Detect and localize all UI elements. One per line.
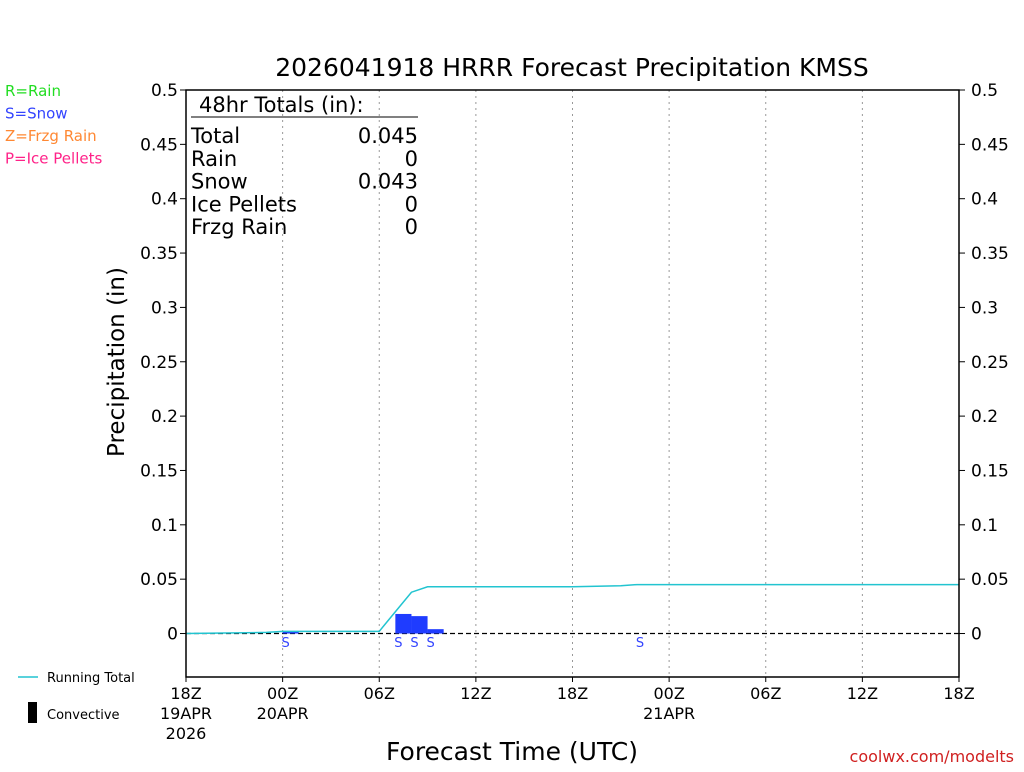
- y-tick-label-left: 0.35: [140, 244, 178, 264]
- y-axis-label: Precipitation (in): [104, 267, 130, 457]
- series-legend: Running Total Convective: [18, 671, 135, 723]
- y-tick-label-right: 0.45: [971, 135, 1009, 155]
- x-axis-label: Forecast Time (UTC): [386, 737, 638, 766]
- running-total-legend-label: Running Total: [47, 671, 135, 686]
- y-tick-label-left: 0.1: [151, 516, 178, 536]
- precip-bar: [395, 613, 412, 634]
- x-tick-date: 19APR: [160, 704, 212, 723]
- snow-marker: S: [426, 636, 434, 651]
- snow-marker: S: [636, 636, 644, 651]
- y-tick-label-left: 0.45: [140, 135, 178, 155]
- convective-legend-label: Convective: [47, 708, 120, 723]
- totals-row-value: 0.043: [358, 170, 418, 194]
- type-legend-item: Z=Frzg Rain: [5, 127, 97, 145]
- y-tick-label-left: 0.15: [140, 461, 178, 481]
- totals-row-label: Total: [190, 124, 240, 148]
- totals-row-label: Frzg Rain: [191, 215, 287, 239]
- y-tick-label-right: 0.35: [971, 244, 1009, 264]
- totals-row-value: 0: [405, 215, 418, 239]
- precip-bar: [427, 629, 444, 634]
- x-tick-label: 12Z: [460, 684, 491, 703]
- type-legend-item: P=Ice Pellets: [5, 150, 102, 168]
- y-tick-label-left: 0.5: [151, 81, 178, 101]
- y-tick-label-left: 0: [167, 625, 178, 645]
- x-tick-label: 00Z: [653, 684, 684, 703]
- y-tick-label-right: 0: [971, 625, 982, 645]
- type-legend-item: S=Snow: [5, 105, 68, 123]
- type-legend-item: R=Rain: [5, 82, 61, 100]
- x-tick-label: 06Z: [364, 684, 395, 703]
- x-tick-date: 20APR: [257, 704, 309, 723]
- totals-row-value: 0.045: [358, 124, 418, 148]
- y-tick-label-right: 0.15: [971, 461, 1009, 481]
- x-tick-label: 12Z: [847, 684, 878, 703]
- y-tick-label-right: 0.5: [971, 81, 998, 101]
- snow-marker: S: [410, 636, 418, 651]
- x-tick-date: 21APR: [643, 704, 695, 723]
- totals-row-value: 0: [405, 192, 418, 216]
- y-tick-label-right: 0.2: [971, 407, 998, 427]
- precip-bar: [411, 616, 428, 634]
- chart-title: 2026041918 HRRR Forecast Precipitation K…: [275, 53, 869, 82]
- bar-series: [282, 613, 444, 634]
- snow-marker: S: [282, 636, 290, 651]
- y-tick-label-right: 0.3: [971, 298, 998, 318]
- y-tick-label-left: 0.25: [140, 353, 178, 373]
- precip-bar: [282, 631, 299, 634]
- running-total-series: [185, 583, 959, 635]
- totals-row-label: Snow: [191, 170, 248, 194]
- y-tick-label-left: 0.3: [151, 298, 178, 318]
- y-axis-ticks: 0.5 0.5 0.45 0.45 0.4 0.4 0.35 0.35 0.3 0.3 0.25 0.…: [140, 81, 1009, 645]
- y-tick-label-left: 0.05: [140, 570, 178, 590]
- totals-heading: 48hr Totals (in):: [199, 93, 364, 117]
- snow-marker: S: [394, 636, 402, 651]
- type-legend: R=Rain S=Snow Z=Frzg Rain P=Ice Pellets: [5, 82, 102, 168]
- y-tick-label-left: 0.4: [151, 190, 178, 210]
- x-tick-label: 00Z: [267, 684, 298, 703]
- x-tick-label: 18Z: [170, 684, 201, 703]
- totals-row-label: Ice Pellets: [191, 192, 297, 216]
- x-tick-label: 18Z: [557, 684, 588, 703]
- grid-lines: [186, 90, 959, 677]
- totals-row-label: Rain: [191, 147, 237, 171]
- y-tick-label-right: 0.25: [971, 353, 1009, 373]
- convective-legend-swatch: [28, 702, 37, 723]
- running-total-line: [185, 583, 959, 635]
- y-tick-label-right: 0.4: [971, 190, 998, 210]
- y-tick-label-left: 0.2: [151, 407, 178, 427]
- x-tick-label: 06Z: [750, 684, 781, 703]
- totals-box: 48hr Totals (in): Total 0.045 Rain 0 Snow 0.04…: [190, 93, 418, 239]
- x-tick-year: 2026: [166, 724, 207, 743]
- x-tick-label: 18Z: [943, 684, 974, 703]
- y-tick-label-right: 0.1: [971, 516, 998, 536]
- totals-row-value: 0: [405, 147, 418, 171]
- watermark: coolwx.com/modelts: [850, 747, 1014, 766]
- y-tick-label-right: 0.05: [971, 570, 1009, 590]
